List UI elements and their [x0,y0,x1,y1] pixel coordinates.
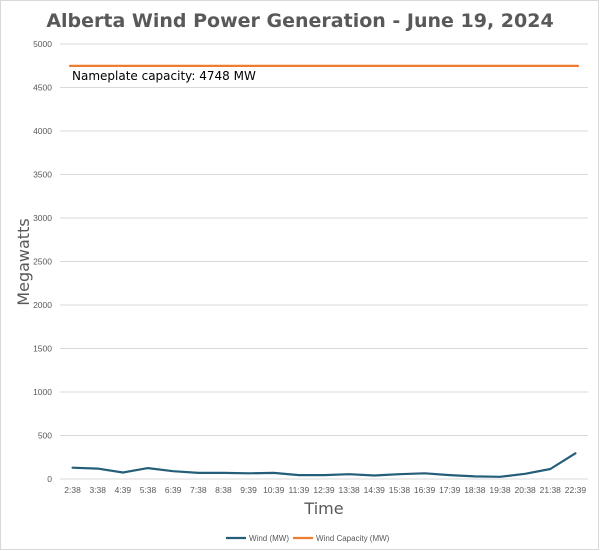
x-tick-label: 4:39 [115,485,132,495]
x-tick-label: 20:38 [515,485,537,495]
y-tick-label: 3000 [33,213,52,223]
x-tick-label: 9:39 [240,485,257,495]
y-tick-label: 1500 [33,344,52,354]
legend-label: Wind Capacity (MW) [316,534,390,543]
x-tick-label: 10:39 [263,485,285,495]
x-tick-label: 16:39 [414,485,436,495]
y-tick-label: 3500 [33,170,52,180]
y-tick-labels: 0 500 1000 1500 2000 2500 3000 3500 4000 4500 5000 [33,39,52,484]
x-tick-label: 21:38 [540,485,562,495]
x-tick-label: 19:38 [489,485,511,495]
x-tick-label: 2:38 [64,485,81,495]
x-tick-label: 6:39 [165,485,182,495]
y-tick-label: 2500 [33,257,52,267]
x-tick-label: 12:39 [313,485,335,495]
y-tick-label: 0 [47,474,52,484]
x-tick-label: 17:39 [439,485,461,495]
x-tick-label: 8:38 [215,485,232,495]
y-axis-title: Megawatts [14,218,33,305]
nameplate-annotation: Nameplate capacity: 4748 MW [72,69,256,83]
x-tick-label: 15:38 [389,485,411,495]
x-tick-label: 18:38 [464,485,486,495]
x-tick-label: 3:38 [89,485,106,495]
y-tick-label: 4000 [33,126,52,136]
y-tick-label: 4500 [33,83,52,93]
x-tick-label: 22:39 [565,485,587,495]
gridlines [60,43,588,480]
y-tick-label: 500 [38,431,52,441]
y-tick-label: 2000 [33,300,52,310]
y-tick-label: 1000 [33,387,52,397]
series-line-0 [71,452,577,478]
y-tick-label: 5000 [33,39,52,49]
x-axis-title: Time [303,499,343,518]
legend: Wind (MW) Wind Capacity (MW) [226,534,390,543]
x-tick-label: 5:38 [140,485,157,495]
x-tick-label: 13:38 [339,485,361,495]
chart-title: Alberta Wind Power Generation - June 19,… [46,10,553,32]
x-tick-label: 7:38 [190,485,207,495]
x-tick-labels: 2:38 3:38 4:39 5:38 6:39 7:38 8:38 9:39 10:39 11:… [64,485,586,495]
series-lines [68,64,580,478]
x-tick-label: 11:39 [289,485,310,495]
x-tick-label: 14:39 [364,485,386,495]
legend-label: Wind (MW) [249,534,289,543]
